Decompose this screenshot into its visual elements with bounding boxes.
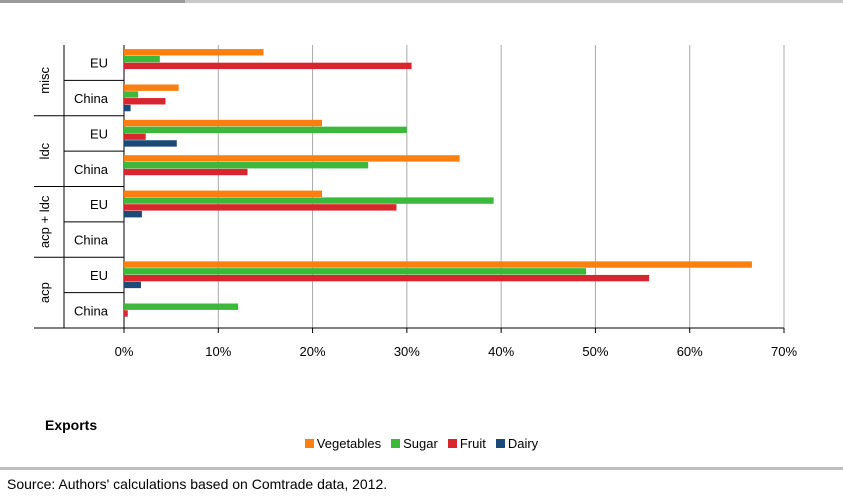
bar-vegetables (124, 49, 264, 56)
source-note: Source: Authors' calculations based on C… (7, 476, 388, 492)
bar-fruit (124, 310, 128, 317)
row-label: China (74, 91, 109, 106)
bar-fruit (124, 133, 146, 140)
row-label: EU (90, 197, 108, 212)
x-tick-label: 20% (300, 344, 326, 359)
bar-sugar (124, 91, 139, 98)
legend-swatch (304, 439, 314, 448)
bar-vegetables (124, 190, 322, 197)
bar-sugar (124, 268, 586, 275)
bottom-rule (0, 467, 843, 470)
bar-vegetables (124, 84, 179, 91)
x-tick-label: 10% (205, 344, 231, 359)
legend-swatch (447, 439, 457, 448)
chart-title: Exports (45, 417, 98, 433)
top-rule (0, 0, 843, 3)
x-tick-label: 30% (394, 344, 420, 359)
legend-label: Vegetables (316, 436, 382, 451)
bar-vegetables (124, 261, 752, 268)
bar-fruit (124, 274, 650, 282)
row-label: China (74, 162, 109, 177)
bar-sugar (124, 197, 494, 204)
x-tick-label: 40% (488, 344, 514, 359)
row-label: EU (90, 126, 108, 141)
bar-sugar (124, 162, 369, 169)
bar-fruit (124, 168, 248, 176)
legend-item-sugar: Sugar (391, 436, 438, 451)
legend-label: Dairy (507, 436, 539, 451)
x-tick-label: 0% (115, 344, 134, 359)
x-tick-label: 60% (677, 344, 703, 359)
row-label: China (74, 233, 109, 248)
bar-dairy (124, 104, 131, 112)
group-label: acp + ldc (37, 195, 52, 248)
row-label: EU (90, 268, 108, 283)
bar-sugar (124, 303, 239, 310)
legend-item-fruit: Fruit (447, 436, 486, 451)
bar-vegetables (124, 119, 322, 127)
bar-fruit (124, 204, 397, 211)
legend-item-vegetables: Vegetables (304, 436, 382, 451)
legend-label: Fruit (459, 436, 486, 451)
top-rule-accent (0, 0, 185, 3)
group-label: acp (37, 282, 52, 303)
legend-swatch (391, 439, 401, 448)
bar-dairy (124, 140, 177, 147)
row-label: China (74, 303, 109, 318)
legend-item-dairy: Dairy (495, 436, 539, 451)
chart-legend: Vegetables Sugar Fruit Dairy (0, 436, 843, 451)
legend-swatch (495, 439, 505, 448)
legend-label: Sugar (403, 436, 438, 451)
row-label: EU (90, 56, 108, 71)
bar-sugar (124, 126, 407, 134)
x-tick-label: 50% (582, 344, 608, 359)
bar-vegetables (124, 155, 460, 162)
bar-fruit (124, 62, 412, 70)
bar-chart: 0% 10% 20% 30% 40% 50% 60% 70% misc EU China ldc EU C… (34, 45, 797, 359)
bar-sugar (124, 55, 160, 63)
bar-dairy (124, 281, 141, 289)
x-tick-label: 70% (771, 344, 797, 359)
group-label: ldc (37, 142, 52, 159)
group-label: misc (37, 67, 52, 94)
bar-fruit (124, 98, 166, 105)
bar-dairy (124, 210, 142, 218)
